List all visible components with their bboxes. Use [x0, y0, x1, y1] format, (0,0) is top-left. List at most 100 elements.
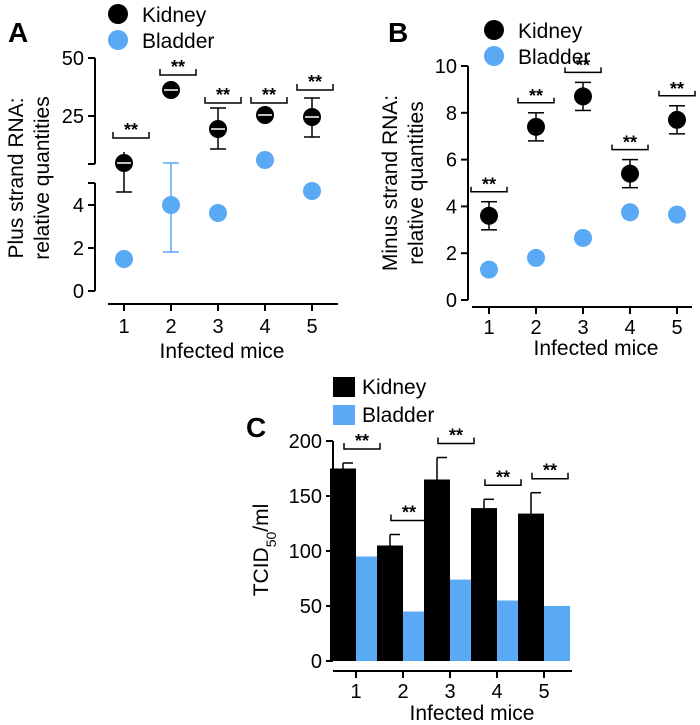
legend-kidney-label: Kidney — [518, 20, 583, 43]
legend-kidney-label: Kidney — [362, 376, 427, 399]
panel-a-label: A — [8, 17, 28, 48]
significance-brackets: ** ** ** ** ** — [112, 57, 334, 140]
sig-bracket — [204, 97, 242, 104]
x-tick-label: 5 — [671, 317, 682, 339]
y-axis-title: TCID50/ml — [250, 504, 279, 597]
legend-kidney-marker — [108, 4, 128, 24]
legend-bladder-label: Bladder — [518, 46, 590, 69]
y-tick-label: 6 — [446, 150, 457, 172]
sig-label: ** — [576, 55, 590, 75]
x-tick-label: 1 — [118, 316, 129, 338]
sig-label: ** — [216, 85, 230, 105]
sig-label: ** — [529, 86, 543, 106]
data-point — [256, 151, 274, 169]
sig-bracket — [658, 90, 696, 97]
y-tick-label: 4 — [446, 196, 457, 218]
y-tick-label: 4 — [73, 195, 84, 217]
x-tick-label: 3 — [577, 317, 588, 339]
kidney-bar — [377, 545, 403, 661]
x-tick-label: 4 — [491, 681, 502, 703]
kidney-point — [621, 164, 639, 183]
x-tick-label: 5 — [306, 316, 317, 338]
plot-marks: ** ** ** ** ** — [470, 55, 696, 279]
sig-label: ** — [124, 120, 138, 140]
bladder-point — [527, 248, 545, 267]
bladder-bar — [544, 606, 570, 661]
sig-label: ** — [543, 461, 557, 481]
kidney-bar — [471, 508, 497, 661]
panel-c: C Kidney Bladder TCID50/ml 0 50 100 150 200 1… — [246, 376, 572, 725]
data-point — [115, 250, 133, 268]
x-tick-label: 5 — [538, 681, 549, 703]
kidney-point — [527, 117, 545, 136]
x-tick-label: 4 — [624, 317, 635, 339]
y-tick-label: 0 — [446, 290, 457, 312]
panel-c-label: C — [246, 412, 266, 443]
y-tick-label: 200 — [289, 431, 322, 453]
x-axis-title: Infected mice — [160, 340, 285, 363]
sig-label: ** — [449, 426, 463, 446]
bladder-point — [621, 203, 639, 222]
sig-bracket — [470, 186, 508, 193]
kidney-bar — [330, 468, 356, 661]
sig-label: ** — [482, 175, 496, 195]
sig-label: ** — [623, 133, 637, 153]
sig-label: ** — [496, 467, 510, 487]
data-point — [209, 204, 227, 222]
y-tick-label: 50 — [62, 48, 84, 70]
sig-bracket — [112, 132, 150, 139]
y-tick-label: 0 — [73, 281, 84, 303]
sig-bracket — [517, 97, 555, 104]
sig-bracket — [437, 437, 475, 445]
x-tick-label: 3 — [212, 316, 223, 338]
y-tick-label: 2 — [446, 243, 457, 265]
sig-label: ** — [262, 85, 276, 105]
y-tick-label: 10 — [435, 56, 457, 78]
x-tick-label: 2 — [530, 317, 541, 339]
sig-bracket — [159, 69, 197, 76]
sig-label: ** — [171, 57, 185, 77]
sig-label: ** — [670, 79, 684, 99]
legend-kidney-marker — [484, 20, 504, 40]
x-tick-label: 4 — [259, 316, 270, 338]
sig-bracket — [250, 97, 288, 104]
x-tick-label: 1 — [350, 681, 361, 703]
legend-bladder-swatch — [333, 405, 355, 425]
x-tick-label: 1 — [483, 317, 494, 339]
bladder-point — [574, 228, 592, 247]
legend-kidney-swatch — [333, 377, 355, 397]
data-point — [303, 182, 321, 200]
legend-bladder-marker — [108, 30, 128, 50]
y-tick-label: 25 — [62, 106, 84, 128]
y-tick-label: 50 — [300, 596, 322, 618]
sig-bracket — [343, 443, 381, 450]
sig-label: ** — [308, 72, 322, 92]
kidney-point — [574, 87, 592, 106]
y-tick-label: 0 — [311, 651, 322, 673]
sig-bracket — [531, 472, 569, 480]
kidney-point — [480, 206, 498, 225]
y-axis-title-line2: relative quantities — [31, 96, 54, 259]
kidney-bar — [518, 513, 544, 661]
y-axis-title-line1: Minus strand RNA: — [379, 95, 402, 271]
x-axis-title: Infected mice — [410, 702, 535, 725]
sig-bracket — [564, 67, 602, 74]
kidney-bar — [424, 479, 450, 661]
y-axis-title-line1: Plus strand RNA: — [5, 97, 28, 258]
y-tick-label: 8 — [446, 103, 457, 125]
x-axis-title: Infected mice — [534, 337, 659, 360]
y-axis-title-line2: relative quantities — [405, 101, 428, 264]
x-tick-label: 2 — [397, 681, 408, 703]
legend-kidney-label: Kidney — [142, 4, 207, 27]
panel-b: B Kidney Bladder Minus strand RNA: relat… — [379, 17, 696, 360]
sig-bracket — [296, 84, 334, 91]
y-tick-label: 2 — [73, 238, 84, 260]
kidney-point — [668, 110, 686, 129]
sig-label: ** — [402, 503, 416, 523]
sig-label: ** — [355, 431, 369, 451]
x-tick-label: 2 — [165, 316, 176, 338]
bladder-series — [115, 151, 321, 268]
bladder-point — [480, 260, 498, 279]
